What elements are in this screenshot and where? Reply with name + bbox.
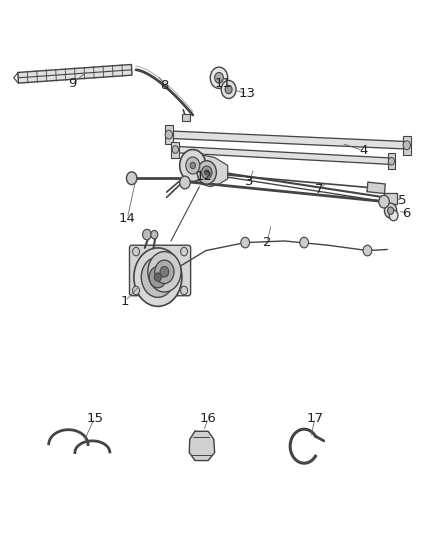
Polygon shape — [189, 431, 215, 461]
Circle shape — [190, 163, 195, 168]
Polygon shape — [183, 155, 228, 187]
Circle shape — [127, 172, 137, 184]
Circle shape — [143, 229, 151, 240]
Text: 1: 1 — [121, 295, 129, 308]
Circle shape — [141, 257, 174, 297]
Circle shape — [389, 210, 398, 221]
Circle shape — [155, 260, 174, 284]
Circle shape — [300, 237, 308, 248]
Circle shape — [389, 157, 395, 165]
Text: 13: 13 — [239, 87, 256, 100]
Text: 6: 6 — [403, 207, 411, 220]
Circle shape — [215, 72, 223, 83]
Text: 12: 12 — [195, 169, 212, 183]
Text: 16: 16 — [200, 411, 216, 424]
Circle shape — [403, 141, 410, 150]
Text: 7: 7 — [315, 183, 324, 196]
Circle shape — [205, 169, 209, 175]
Polygon shape — [18, 64, 132, 83]
FancyBboxPatch shape — [130, 245, 191, 296]
Circle shape — [379, 195, 389, 208]
Text: 2: 2 — [263, 236, 271, 249]
Text: 5: 5 — [398, 193, 406, 207]
Circle shape — [134, 248, 182, 306]
Circle shape — [165, 130, 173, 139]
Circle shape — [172, 146, 178, 154]
Polygon shape — [385, 193, 397, 204]
Polygon shape — [169, 131, 407, 149]
Circle shape — [241, 237, 250, 248]
Circle shape — [133, 286, 140, 295]
Circle shape — [180, 176, 190, 189]
FancyBboxPatch shape — [388, 154, 396, 169]
Circle shape — [225, 85, 232, 94]
Circle shape — [221, 80, 236, 99]
Circle shape — [133, 247, 140, 256]
Text: 15: 15 — [86, 411, 103, 424]
FancyBboxPatch shape — [165, 125, 173, 144]
Circle shape — [388, 207, 394, 214]
Text: 17: 17 — [307, 411, 324, 424]
Circle shape — [180, 247, 187, 256]
Text: 8: 8 — [160, 79, 169, 92]
Circle shape — [151, 230, 158, 239]
Circle shape — [160, 266, 169, 277]
Circle shape — [154, 273, 161, 281]
Circle shape — [363, 245, 372, 256]
FancyBboxPatch shape — [182, 114, 190, 122]
FancyBboxPatch shape — [403, 136, 411, 155]
Text: 14: 14 — [119, 212, 136, 225]
Circle shape — [385, 203, 397, 218]
Text: 4: 4 — [359, 144, 367, 157]
Circle shape — [201, 166, 212, 179]
Circle shape — [186, 157, 200, 174]
FancyBboxPatch shape — [171, 142, 179, 158]
Circle shape — [180, 150, 206, 181]
Text: 11: 11 — [215, 77, 232, 90]
Polygon shape — [367, 182, 385, 193]
Circle shape — [148, 252, 181, 292]
Circle shape — [180, 286, 187, 295]
Text: 3: 3 — [245, 175, 254, 188]
Circle shape — [210, 67, 228, 88]
Text: 9: 9 — [69, 77, 77, 90]
Circle shape — [149, 266, 166, 288]
Circle shape — [197, 161, 216, 184]
Polygon shape — [175, 147, 392, 164]
